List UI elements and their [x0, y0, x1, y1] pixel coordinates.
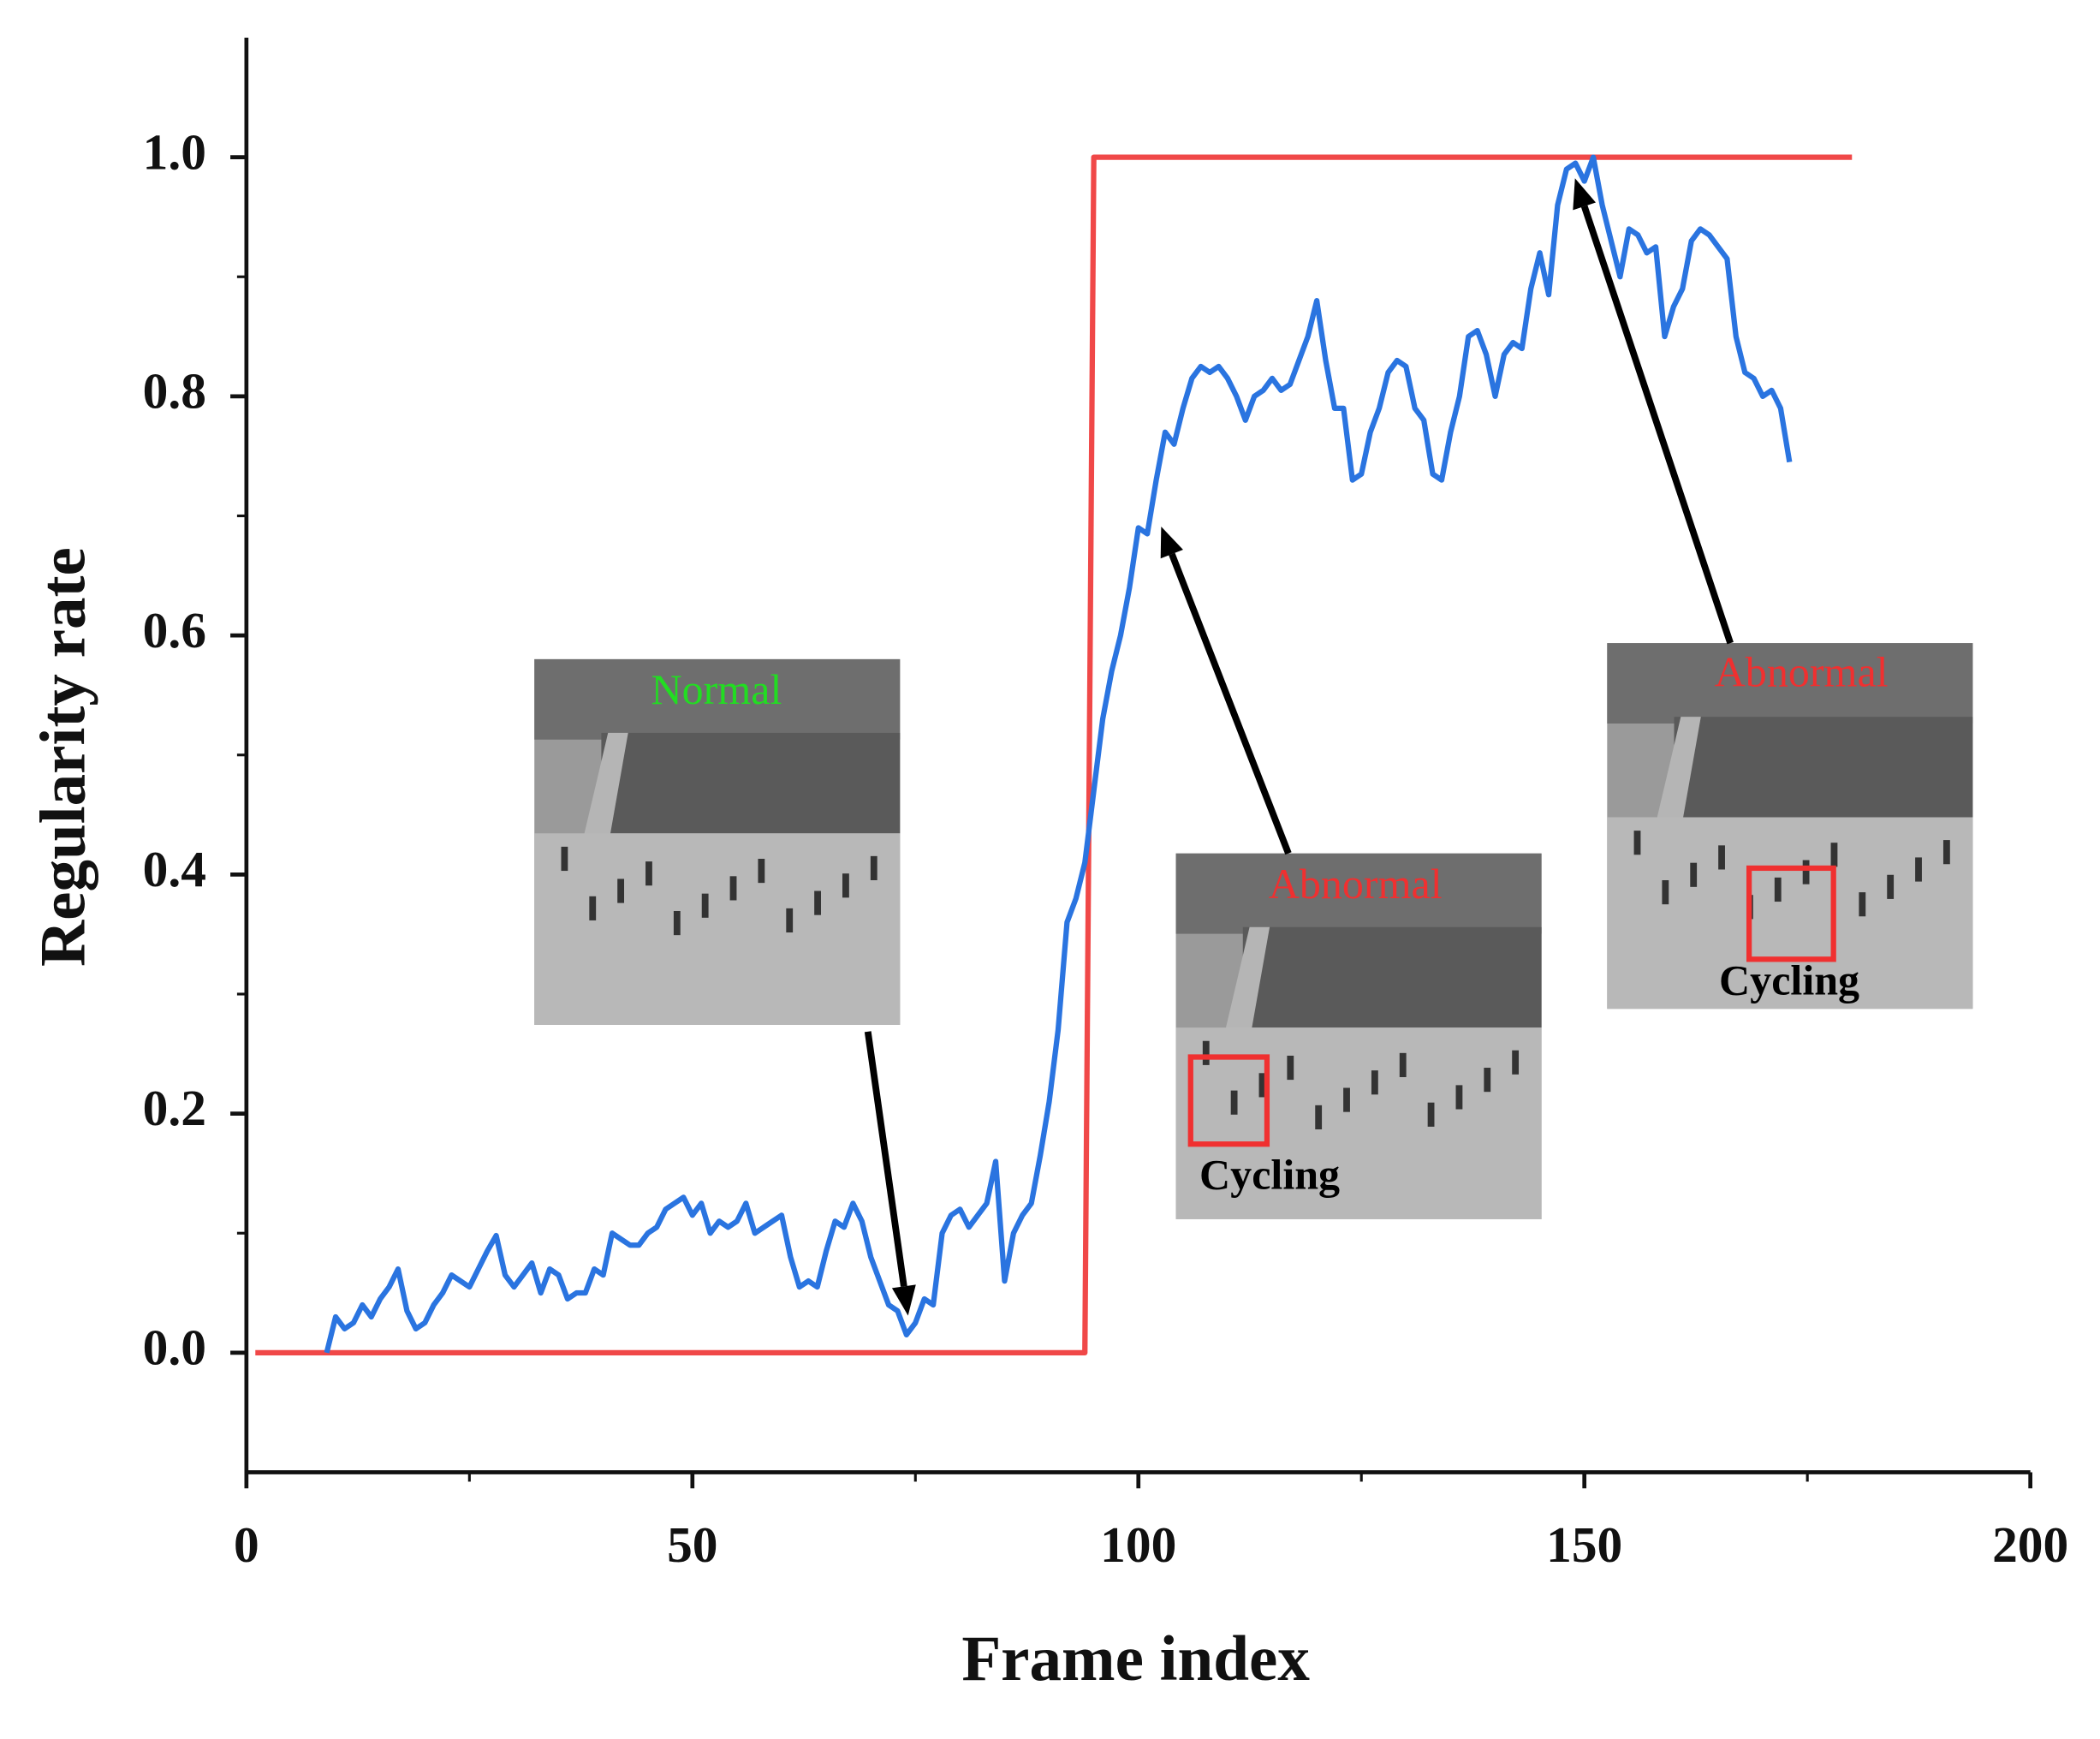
frame-person [1512, 1050, 1520, 1075]
arrow-head [1160, 527, 1183, 559]
frame-person [1774, 877, 1782, 902]
x-tick-label: 0 [234, 1516, 259, 1573]
frame-path [580, 732, 628, 847]
annotation: Cycling [1719, 956, 1859, 1004]
frame-building [1607, 643, 1973, 724]
frame-person [729, 876, 737, 901]
frame-person [1230, 1090, 1238, 1115]
frame-person [814, 890, 821, 915]
frame-person [673, 910, 681, 936]
arrow-head [891, 1284, 916, 1316]
frame-person [645, 861, 652, 886]
annotation: Normal [651, 665, 782, 713]
x-tick-label: 100 [1100, 1516, 1176, 1573]
x-tick-label: 150 [1546, 1516, 1622, 1573]
frame-pavement [534, 833, 901, 1025]
frame-grass [1242, 926, 1542, 1028]
frame-person [1371, 1070, 1378, 1095]
frame-person [1484, 1068, 1491, 1093]
frame-grass [1674, 717, 1973, 818]
frame-person [1802, 860, 1810, 884]
frame-person [1718, 845, 1725, 870]
frame-person [701, 893, 709, 918]
arrow-shaft [1169, 552, 1292, 855]
frame-building [534, 658, 901, 740]
frame-person [1633, 831, 1641, 855]
frame-person [1915, 857, 1922, 882]
frame-path [1654, 717, 1701, 831]
frame-person [1287, 1055, 1294, 1081]
frame-person [1662, 880, 1669, 905]
frame-person [842, 873, 849, 898]
frame-person [870, 855, 877, 881]
x-tick-label: 50 [667, 1516, 717, 1573]
x-axis-title: Frame index [961, 1623, 1310, 1694]
frame-person [1343, 1087, 1350, 1112]
y-tick-label: 0.4 [143, 841, 206, 897]
y-tick-label: 0.2 [143, 1080, 206, 1136]
cycling-box [1746, 865, 1836, 962]
frame-path [1223, 926, 1270, 1041]
annotation: Cycling [1199, 1150, 1340, 1198]
x-tick-label: 200 [1992, 1516, 2068, 1573]
frame-person [1859, 892, 1866, 917]
normal-frame [534, 658, 901, 1025]
frame-building [1175, 853, 1542, 934]
abnormal-frame-2 [1607, 643, 1973, 1009]
frame-person [1830, 843, 1838, 867]
y-tick-label: 0.8 [143, 363, 206, 420]
frame-person [1315, 1105, 1323, 1129]
arrow-shaft [1580, 205, 1734, 645]
y-tick-label: 0.0 [143, 1319, 206, 1376]
frame-pavement [1607, 817, 1973, 1009]
frame-person [1202, 1040, 1210, 1065]
frame-person [561, 846, 568, 872]
frame-person [786, 908, 794, 933]
frame-person [1942, 840, 1950, 865]
frame-person [1399, 1052, 1407, 1077]
frame-person [1455, 1085, 1463, 1110]
frame-person [617, 878, 625, 903]
frame-person [1258, 1073, 1266, 1098]
frame-person [1887, 874, 1895, 899]
arrow-head [1573, 178, 1597, 211]
frame-person [1690, 862, 1698, 887]
annotation: Abnormal [1269, 860, 1443, 908]
frame-person [758, 858, 765, 884]
abnormal-frame-1 [1175, 853, 1542, 1219]
annotation: Abnormal [1715, 648, 1889, 696]
y-tick-label: 1.0 [143, 123, 206, 180]
y-tick-label: 0.6 [143, 602, 206, 658]
frame-grass [601, 732, 901, 834]
arrow-shaft [864, 1031, 907, 1287]
cycling-box [1187, 1054, 1270, 1147]
frame-person [1427, 1102, 1435, 1127]
y-axis-title: Regularity rate [28, 547, 99, 967]
series-line [255, 154, 1853, 1355]
frame-person [589, 896, 597, 920]
series-line [324, 154, 1793, 1354]
